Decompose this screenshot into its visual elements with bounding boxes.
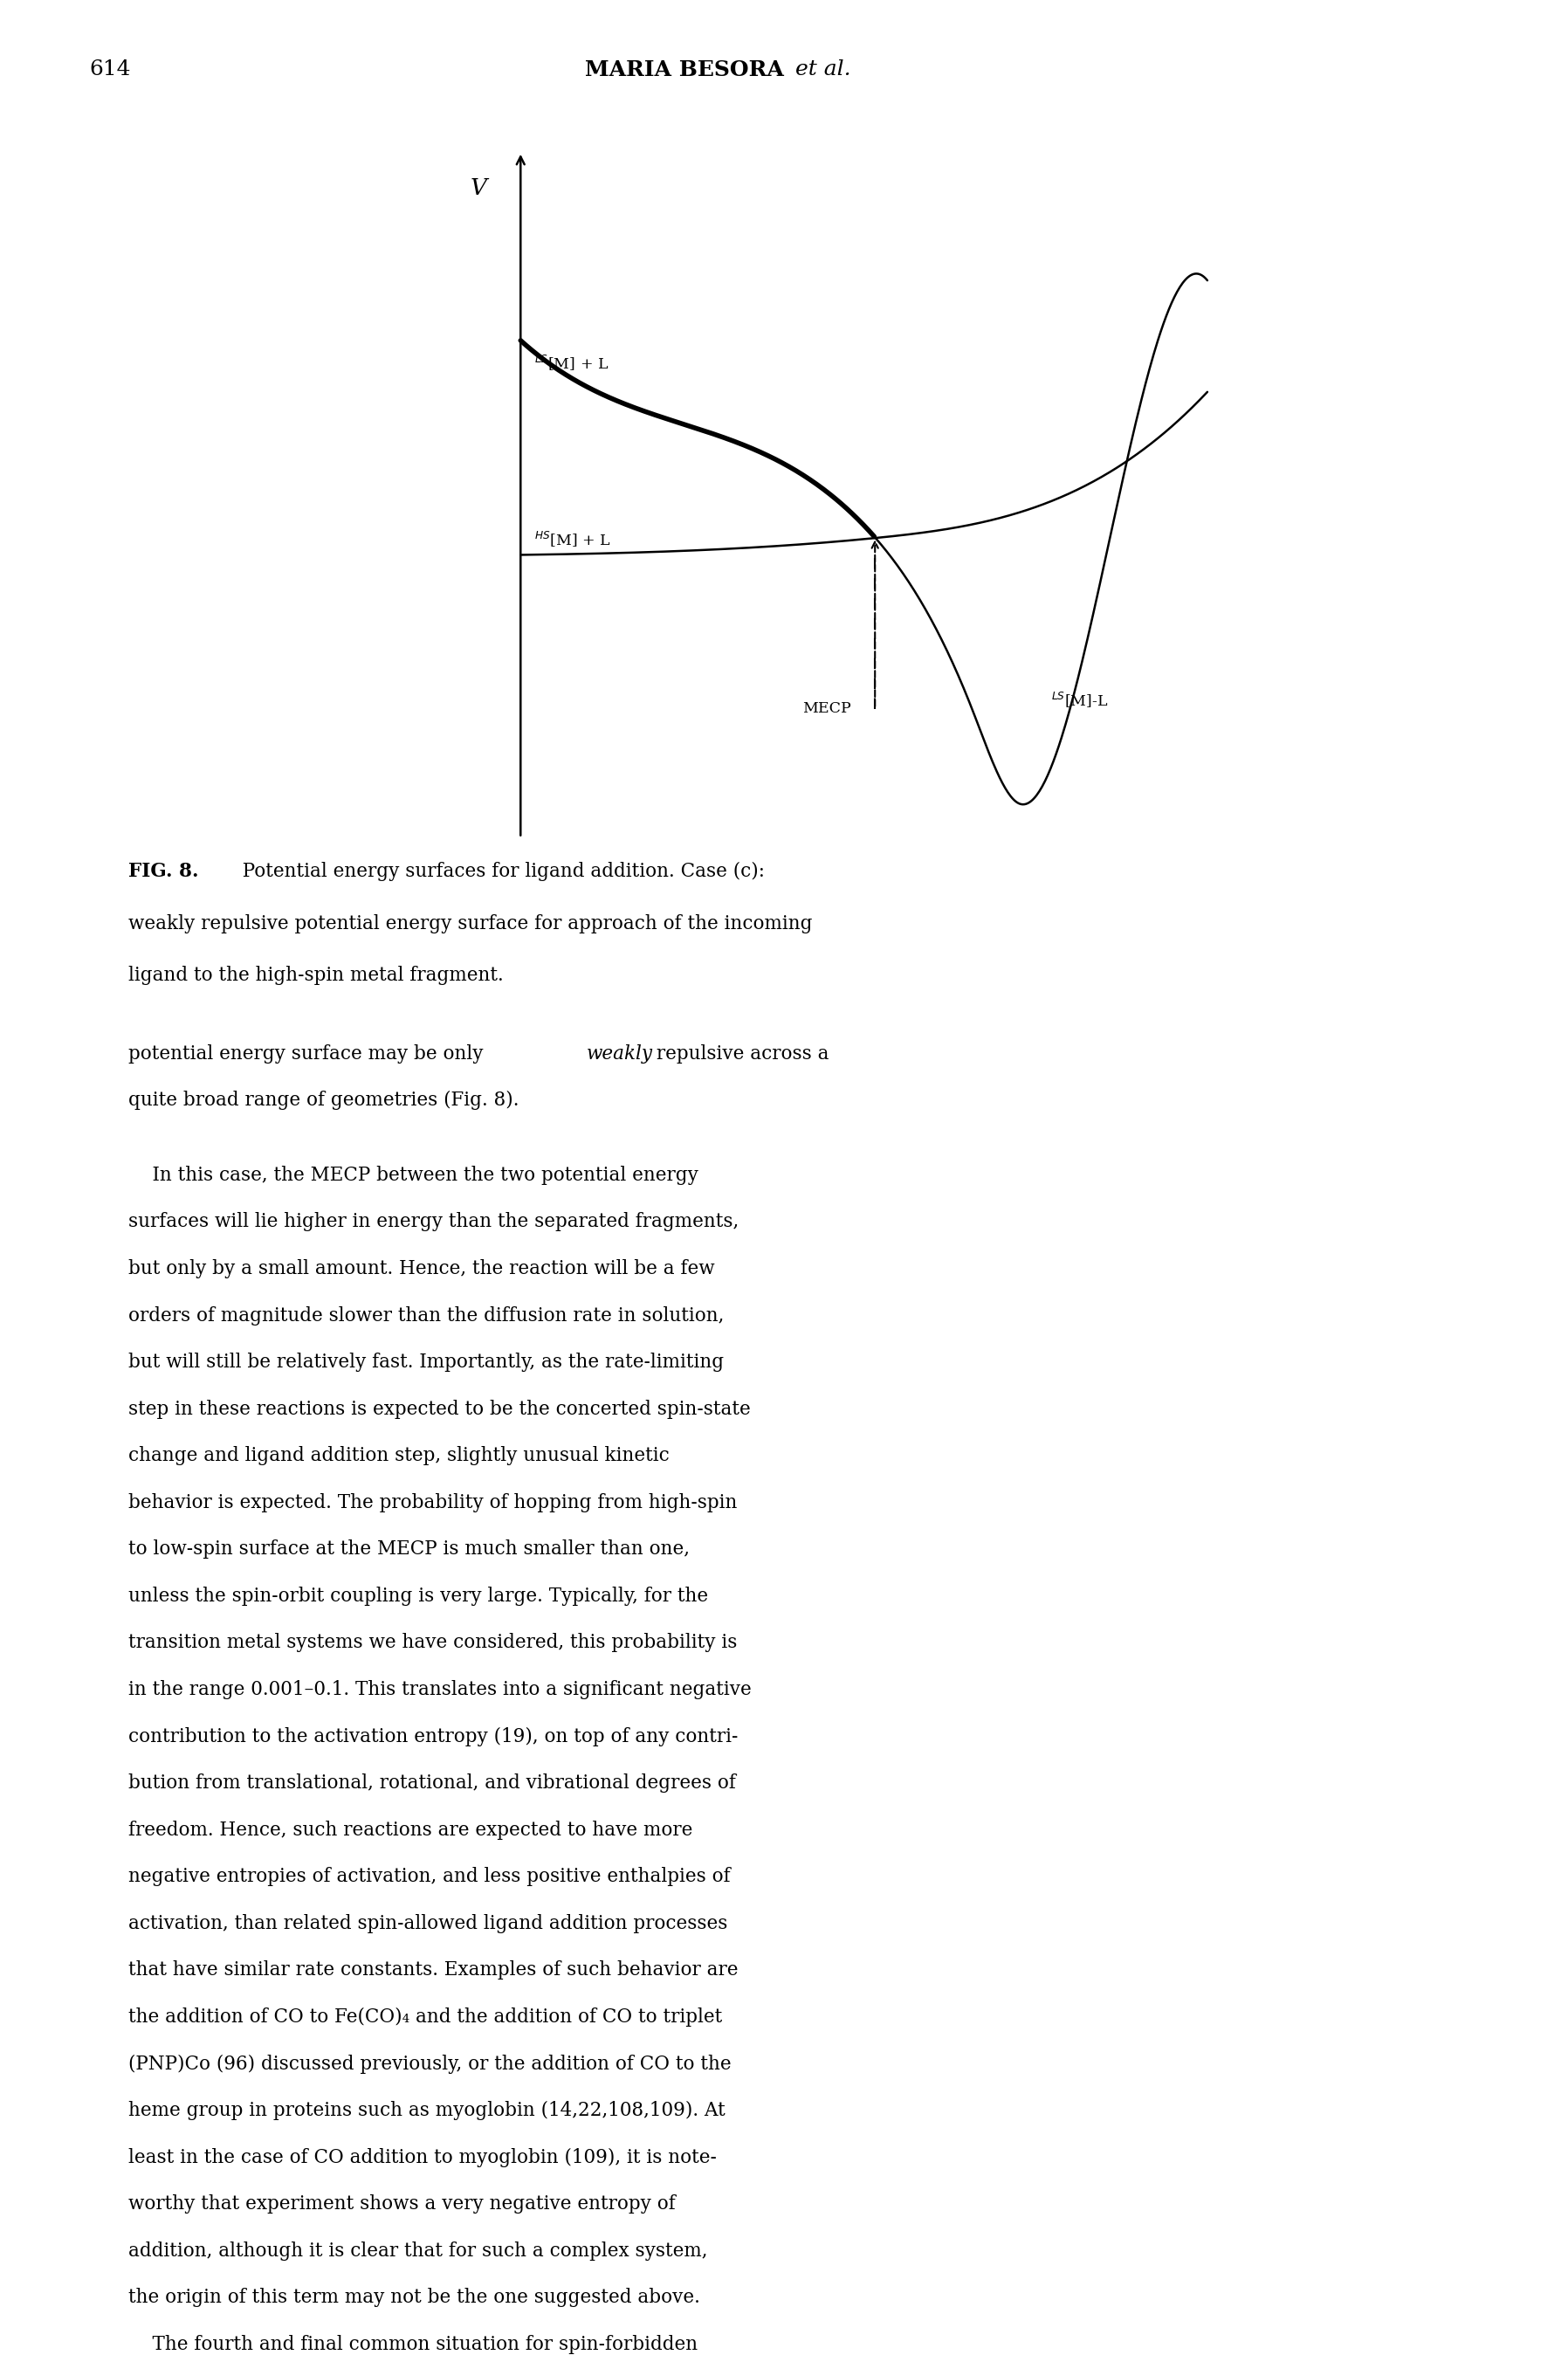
Text: that have similar rate constants. Examples of such behavior are: that have similar rate constants. Exampl… — [129, 1960, 739, 1979]
Text: weakly: weakly — [586, 1044, 654, 1063]
Text: contribution to the activation entropy (19), on top of any contri-: contribution to the activation entropy (… — [129, 1727, 739, 1746]
Text: addition, although it is clear that for such a complex system,: addition, although it is clear that for … — [129, 2242, 707, 2260]
Text: heme group in proteins such as myoglobin (14,22,108,109). At: heme group in proteins such as myoglobin… — [129, 2100, 726, 2121]
Text: orders of magnitude slower than the diffusion rate in solution,: orders of magnitude slower than the diff… — [129, 1306, 724, 1325]
Text: MECP: MECP — [803, 702, 851, 716]
Text: $^{LS}$[M] + L: $^{LS}$[M] + L — [535, 354, 608, 373]
Text: the addition of CO to Fe(CO)₄ and the addition of CO to triplet: the addition of CO to Fe(CO)₄ and the ad… — [129, 2008, 723, 2027]
Text: V: V — [470, 177, 486, 198]
Text: Potential energy surfaces for ligand addition. Case (c):: Potential energy surfaces for ligand add… — [230, 862, 765, 881]
Text: unless the spin-orbit coupling is very large. Typically, for the: unless the spin-orbit coupling is very l… — [129, 1587, 709, 1606]
Text: quite broad range of geometries (Fig. 8).: quite broad range of geometries (Fig. 8)… — [129, 1091, 519, 1110]
Text: $^{HS}$[M] + L: $^{HS}$[M] + L — [535, 529, 612, 548]
Text: et al.: et al. — [789, 59, 851, 80]
Text: step in these reactions is expected to be the concerted spin-state: step in these reactions is expected to b… — [129, 1398, 751, 1420]
Text: The fourth and final common situation for spin-forbidden: The fourth and final common situation fo… — [129, 2334, 698, 2355]
Text: surfaces will lie higher in energy than the separated fragments,: surfaces will lie higher in energy than … — [129, 1212, 739, 1231]
Text: $^{LS}$[M]-L: $^{LS}$[M]-L — [1051, 690, 1109, 709]
Text: the origin of this term may not be the one suggested above.: the origin of this term may not be the o… — [129, 2289, 701, 2308]
Text: but only by a small amount. Hence, the reaction will be a few: but only by a small amount. Hence, the r… — [129, 1259, 715, 1278]
Text: but will still be relatively fast. Importantly, as the rate-limiting: but will still be relatively fast. Impor… — [129, 1353, 724, 1372]
Text: negative entropies of activation, and less positive enthalpies of: negative entropies of activation, and le… — [129, 1866, 731, 1887]
Text: 614: 614 — [89, 59, 130, 80]
Text: in the range 0.001–0.1. This translates into a significant negative: in the range 0.001–0.1. This translates … — [129, 1679, 751, 1698]
Text: MARIA BESORA: MARIA BESORA — [585, 59, 784, 80]
Text: least in the case of CO addition to myoglobin (109), it is note-: least in the case of CO addition to myog… — [129, 2147, 717, 2166]
Text: weakly repulsive potential energy surface for approach of the incoming: weakly repulsive potential energy surfac… — [129, 914, 812, 933]
Text: to low-spin surface at the MECP is much smaller than one,: to low-spin surface at the MECP is much … — [129, 1540, 690, 1559]
Text: repulsive across a: repulsive across a — [651, 1044, 828, 1063]
Text: bution from translational, rotational, and vibrational degrees of: bution from translational, rotational, a… — [129, 1774, 735, 1793]
Text: In this case, the MECP between the two potential energy: In this case, the MECP between the two p… — [129, 1164, 699, 1186]
Text: ligand to the high-spin metal fragment.: ligand to the high-spin metal fragment. — [129, 966, 503, 985]
Text: change and ligand addition step, slightly unusual kinetic: change and ligand addition step, slightl… — [129, 1446, 670, 1464]
Text: potential energy surface may be only: potential energy surface may be only — [129, 1044, 489, 1063]
Text: freedom. Hence, such reactions are expected to have more: freedom. Hence, such reactions are expec… — [129, 1821, 693, 1840]
Text: transition metal systems we have considered, this probability is: transition metal systems we have conside… — [129, 1632, 737, 1653]
Text: FIG. 8.: FIG. 8. — [129, 862, 199, 881]
Text: activation, than related spin-allowed ligand addition processes: activation, than related spin-allowed li… — [129, 1913, 728, 1932]
Text: (PNP)Co (96) discussed previously, or the addition of CO to the: (PNP)Co (96) discussed previously, or th… — [129, 2055, 732, 2074]
Text: worthy that experiment shows a very negative entropy of: worthy that experiment shows a very nega… — [129, 2194, 676, 2213]
Text: behavior is expected. The probability of hopping from high-spin: behavior is expected. The probability of… — [129, 1493, 737, 1512]
